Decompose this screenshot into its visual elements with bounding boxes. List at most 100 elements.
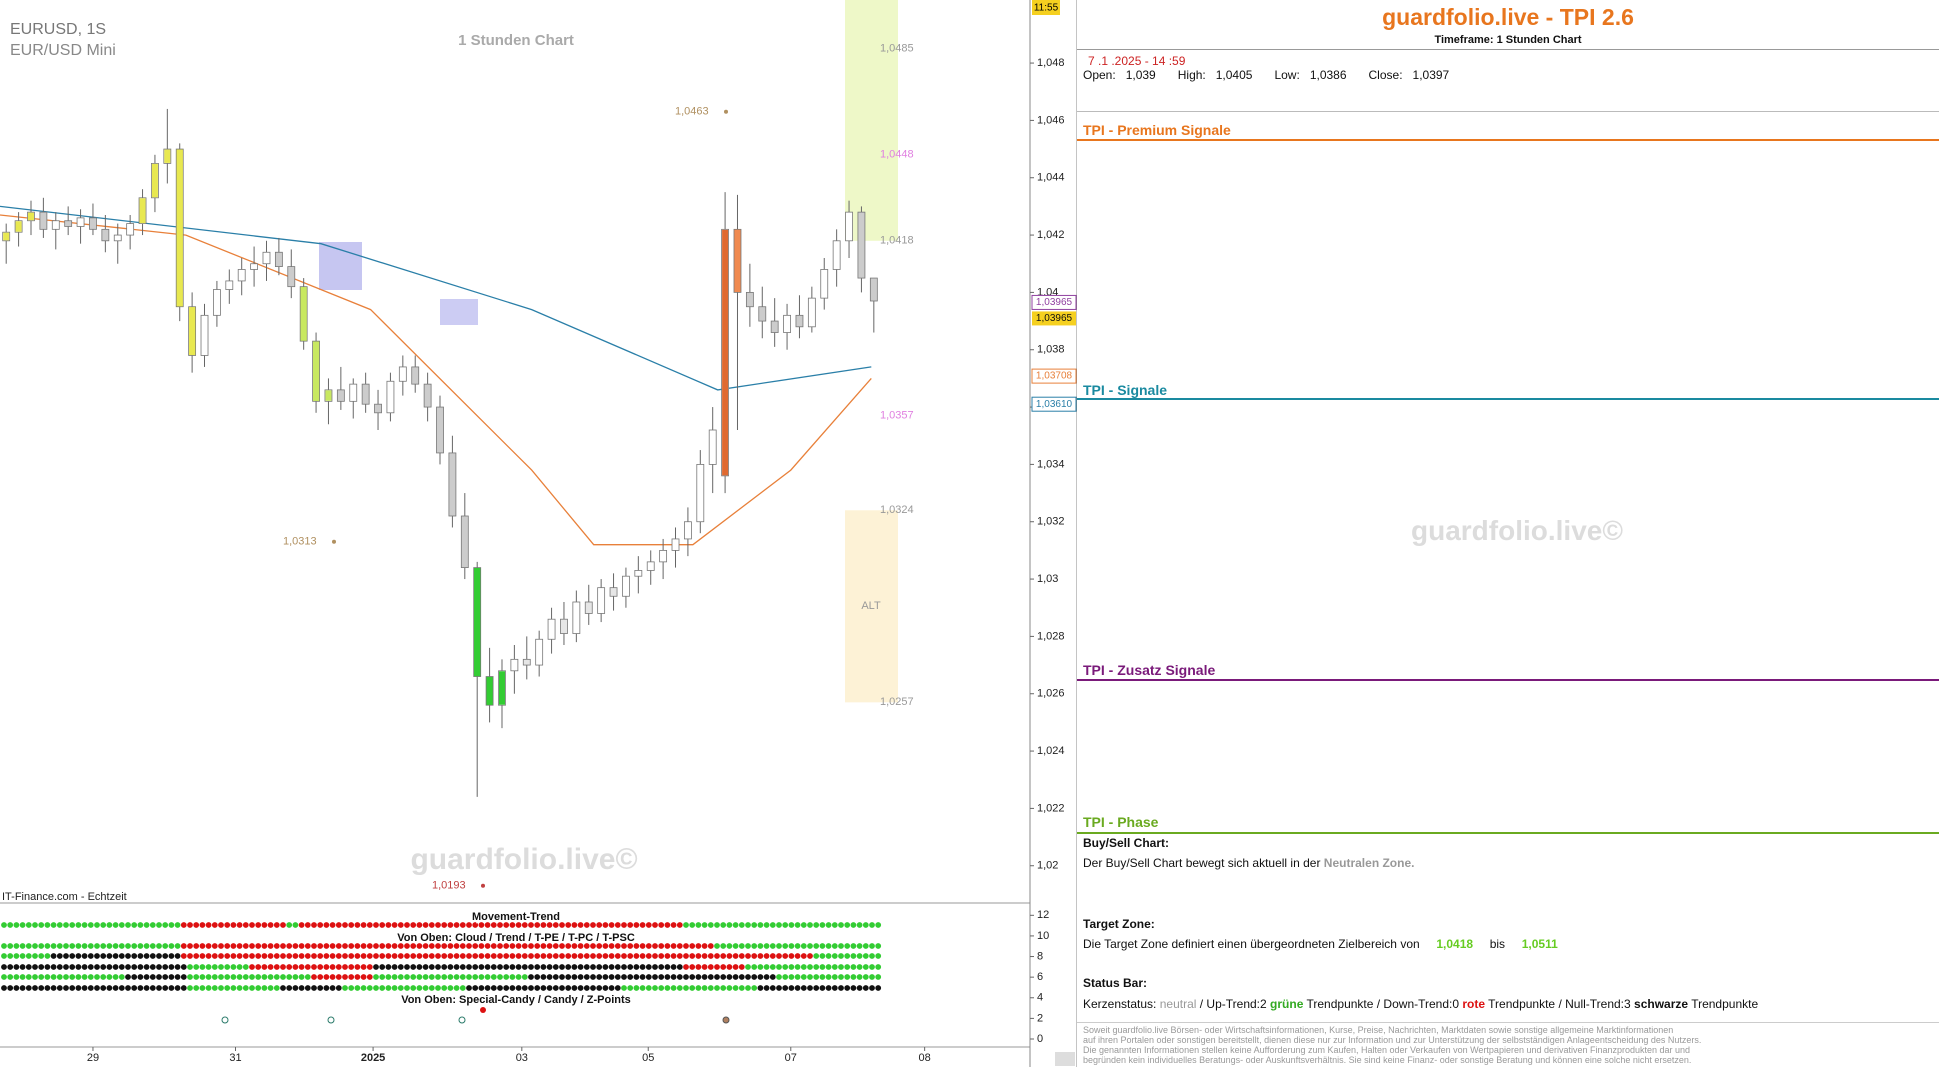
dot xyxy=(149,943,156,949)
candle-body xyxy=(336,389,345,402)
dot xyxy=(732,964,739,970)
dot xyxy=(844,953,851,959)
dot xyxy=(25,964,32,970)
dot xyxy=(807,964,813,970)
dot xyxy=(633,964,640,970)
ohlc-label: Open: xyxy=(1083,68,1116,82)
dot xyxy=(813,953,820,959)
dot xyxy=(25,953,32,959)
target-heading: Target Zone: xyxy=(1083,917,1155,931)
dot xyxy=(162,974,169,980)
dot xyxy=(738,953,745,959)
candle-body xyxy=(845,211,853,242)
dot xyxy=(838,953,844,959)
candle-body xyxy=(547,618,556,640)
dot xyxy=(273,964,280,970)
dot xyxy=(528,943,534,949)
dot xyxy=(416,953,423,959)
dot xyxy=(503,953,510,959)
dot-run xyxy=(1,943,181,949)
rule xyxy=(1077,398,1939,400)
dot xyxy=(819,953,826,959)
dot xyxy=(459,922,466,928)
z-point xyxy=(458,1016,466,1024)
dot xyxy=(596,985,603,991)
watermark: guardfolio.live© xyxy=(410,843,637,876)
dot xyxy=(745,964,751,970)
dot xyxy=(856,943,863,949)
candle-body xyxy=(535,638,544,666)
dot xyxy=(658,943,665,949)
dot xyxy=(404,922,410,928)
dot xyxy=(211,922,218,928)
text: Trendpunkte / Down-Trend:0 xyxy=(1306,997,1460,1011)
rule xyxy=(1077,139,1939,141)
dot xyxy=(38,943,45,949)
dot xyxy=(273,974,280,980)
indicator-tick-label: 12 xyxy=(1037,909,1049,921)
dot xyxy=(323,953,330,959)
dot xyxy=(497,974,503,980)
dot xyxy=(497,964,503,970)
dot xyxy=(143,974,150,980)
dot xyxy=(416,964,423,970)
dot xyxy=(224,985,231,991)
dot xyxy=(379,974,386,980)
dot xyxy=(199,985,206,991)
dot xyxy=(745,985,751,991)
dot xyxy=(87,943,94,949)
dot xyxy=(211,953,218,959)
dot xyxy=(763,922,770,928)
x-tick-label: 05 xyxy=(642,1052,654,1064)
dot xyxy=(137,985,144,991)
target-to: 1,0511 xyxy=(1521,937,1558,951)
dot xyxy=(87,964,94,970)
dot xyxy=(751,985,758,991)
dot xyxy=(528,985,534,991)
dot xyxy=(683,953,689,959)
dot xyxy=(106,953,113,959)
dot xyxy=(472,964,479,970)
candle-body xyxy=(398,366,407,382)
dot xyxy=(292,953,299,959)
dot xyxy=(280,953,286,959)
dot xyxy=(323,922,330,928)
dot-run xyxy=(1,974,125,980)
dot xyxy=(242,985,249,991)
dot xyxy=(844,974,851,980)
dot xyxy=(267,922,274,928)
candle-color xyxy=(176,149,183,307)
dot xyxy=(379,953,386,959)
dot xyxy=(143,964,150,970)
dot xyxy=(441,922,448,928)
dot xyxy=(112,922,119,928)
dot xyxy=(807,985,813,991)
dot xyxy=(875,974,882,980)
candle-body xyxy=(622,575,630,597)
dot xyxy=(478,974,485,980)
dot xyxy=(236,974,243,980)
dot xyxy=(459,953,466,959)
dot xyxy=(565,943,572,949)
dot xyxy=(242,922,249,928)
dot xyxy=(683,985,689,991)
dot xyxy=(304,922,311,928)
dot xyxy=(385,943,392,949)
dot xyxy=(366,922,373,928)
rule xyxy=(1077,1022,1939,1023)
dot xyxy=(664,922,671,928)
dot xyxy=(7,943,14,949)
dot xyxy=(577,943,584,949)
dot-run xyxy=(683,964,745,970)
dot xyxy=(776,964,782,970)
dot xyxy=(726,964,733,970)
dot xyxy=(645,922,652,928)
dot xyxy=(311,922,317,928)
dot xyxy=(590,922,596,928)
dot xyxy=(218,922,224,928)
dot xyxy=(726,985,733,991)
dot xyxy=(583,953,590,959)
dot xyxy=(323,943,330,949)
dot xyxy=(354,943,361,949)
dot xyxy=(379,985,386,991)
